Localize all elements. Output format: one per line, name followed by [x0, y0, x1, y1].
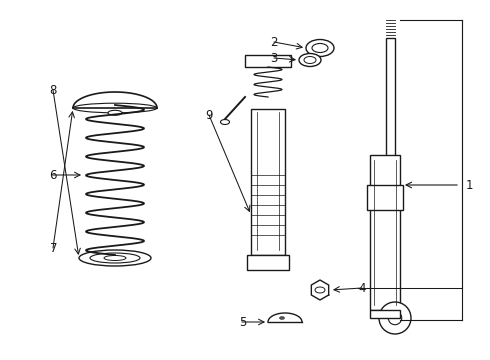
Ellipse shape — [79, 250, 151, 266]
Ellipse shape — [90, 253, 140, 263]
Ellipse shape — [73, 103, 157, 113]
Bar — [251, 109, 285, 255]
Text: 3: 3 — [270, 51, 278, 64]
Ellipse shape — [299, 54, 321, 67]
Text: 5: 5 — [239, 315, 246, 328]
Ellipse shape — [104, 256, 126, 261]
Ellipse shape — [304, 57, 316, 63]
Bar — [386, 38, 394, 165]
Bar — [367, 185, 403, 210]
Text: 6: 6 — [49, 168, 57, 181]
Bar — [370, 310, 400, 318]
Text: 1: 1 — [466, 179, 473, 192]
Text: 8: 8 — [49, 84, 57, 96]
Text: 2: 2 — [270, 36, 278, 49]
Bar — [245, 55, 291, 67]
Circle shape — [388, 311, 402, 325]
Ellipse shape — [315, 287, 325, 293]
Text: 4: 4 — [358, 282, 366, 294]
Ellipse shape — [279, 316, 285, 320]
Bar — [370, 155, 400, 310]
Text: 9: 9 — [205, 108, 213, 122]
Ellipse shape — [312, 44, 328, 53]
Ellipse shape — [306, 40, 334, 57]
Text: 7: 7 — [49, 242, 57, 255]
Circle shape — [379, 302, 411, 334]
Ellipse shape — [108, 110, 122, 115]
Bar — [247, 255, 289, 270]
Ellipse shape — [220, 120, 229, 125]
